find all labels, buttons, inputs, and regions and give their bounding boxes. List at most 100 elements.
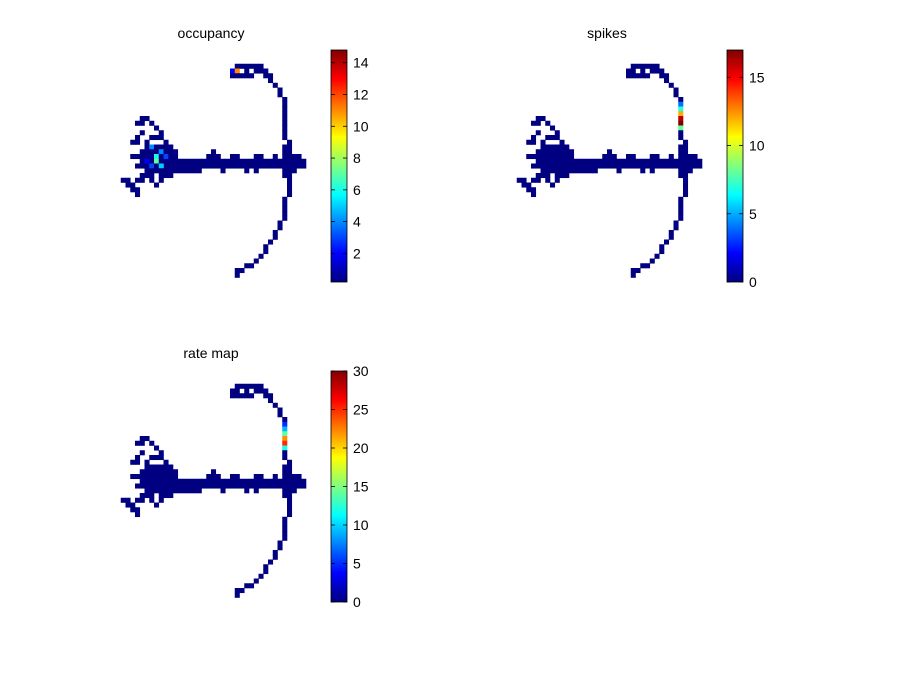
heatmap-cell [287,502,293,508]
heatmap-cell [239,63,245,69]
heatmap-cell [588,163,594,169]
heatmap-cell [282,135,288,141]
heatmap-cell [697,158,703,164]
heatmap-cell [287,149,293,155]
heatmap-cell [135,455,141,461]
heatmap-cell [535,130,541,136]
heatmap-cell [678,168,684,174]
heatmap-cell [168,488,174,494]
heatmap-cell [635,158,641,164]
heatmap-cell [578,163,584,169]
heatmap-cell [540,139,546,145]
heatmap-cell [163,493,169,499]
heatmap-cell [282,201,288,207]
heatmap-cell [645,263,651,269]
heatmap-cell [559,139,565,145]
heatmap-cell [282,101,288,107]
heatmap-cell [154,182,160,188]
heatmap-cell [640,263,646,269]
heatmap-cell [554,149,560,155]
heatmap-cell [659,68,665,74]
heatmap-cell [630,268,636,274]
heatmap-cell [234,388,240,394]
colorbar-tick-label: 10 [749,138,765,154]
heatmap-cell [573,158,579,164]
heatmap-cell [225,478,231,484]
heatmap-cell [626,163,632,169]
heatmap-cell [583,168,589,174]
heatmap-cell [249,158,255,164]
heatmap-cell [177,163,183,169]
heatmap-cell [234,474,240,480]
heatmap-cell [249,383,255,389]
heatmap-cell [616,163,622,169]
heatmap-cell [282,417,288,423]
heatmap-cell [263,163,269,169]
heatmap-cell [550,163,556,169]
heatmap-cell [645,158,651,164]
heatmap-cell [531,120,537,126]
title-spikes: spikes [587,25,627,41]
heatmap-cell [149,144,155,150]
heatmap-cell [535,163,541,169]
heatmap-cell [168,158,174,164]
heatmap-cell [272,483,278,489]
heatmap-cell [135,177,141,183]
heatmap-cell [526,187,532,193]
heatmap-cell [192,168,198,174]
heatmap-cell [282,488,288,494]
heatmap-cell [287,173,293,179]
heatmap-cell [287,478,293,484]
heatmap-cell [154,163,160,169]
heatmap-cell [130,139,136,145]
heatmap-cell [192,163,198,169]
heatmap-cell [158,154,164,160]
heatmap-cell [654,253,660,259]
heatmap-cell [211,154,217,160]
heatmap-cell [168,474,174,480]
colorbar-tick-label: 15 [749,69,765,85]
heatmap-cell [211,478,217,484]
heatmap-cell [244,393,250,399]
heatmap-cell [630,158,636,164]
heatmap-cell [282,516,288,522]
heatmap-cell [173,154,179,160]
colorbar-tick-label: 30 [353,363,369,379]
heatmap-cell [569,149,575,155]
heatmap-cell [277,412,283,418]
heatmap-cell [130,502,136,508]
heatmap-cell [668,158,674,164]
heatmap-cell [158,497,164,503]
heatmap-cell [287,182,293,188]
heatmap-cell [287,168,293,174]
heatmap-cell [249,483,255,489]
heatmap-cell [559,168,565,174]
heatmap-cell [149,163,155,169]
heatmap-cell [664,73,670,79]
heatmap-cell [173,474,179,480]
heatmap-cell [282,445,288,451]
heatmap-cell [272,154,278,160]
heatmap-cell [535,173,541,179]
heatmap-cell [130,507,136,513]
heatmap-cell [135,440,141,446]
heatmap-cell [144,483,150,489]
heatmap-cell [130,474,136,480]
heatmap-cell [234,478,240,484]
heatmap-cell [540,173,546,179]
heatmap-cell [282,440,288,446]
heatmap-cell [173,149,179,155]
heatmap-cell [158,464,164,470]
heatmap-cell [206,483,212,489]
heatmap-cell [253,478,259,484]
heatmap-cell [640,163,646,169]
heatmap-cell [239,588,245,594]
heatmap-cell [149,120,155,126]
heatmap-cell [687,158,693,164]
heatmap-cell [139,474,145,480]
heatmap-cell [268,483,274,489]
heatmap-cell [144,493,150,499]
heatmap-cell [239,73,245,79]
heatmap-cell [291,163,297,169]
heatmap-cell [683,173,689,179]
